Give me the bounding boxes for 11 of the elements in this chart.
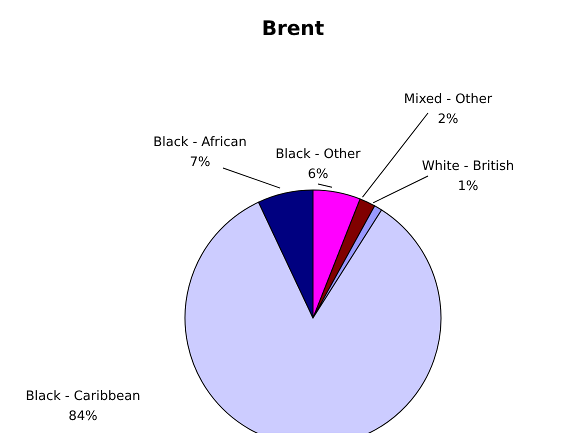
data-label: 84%	[68, 409, 98, 424]
data-label: 1%	[458, 179, 478, 194]
slice-label: Black - African	[153, 135, 247, 150]
data-label: 7%	[190, 155, 210, 170]
slice-label: Black - Caribbean	[26, 389, 140, 404]
data-label: 2%	[438, 112, 458, 127]
slice-label: White - British	[422, 159, 514, 174]
slice-label: Mixed - Other	[404, 92, 493, 107]
slice-label: Black - Other	[275, 147, 362, 162]
data-label: 6%	[308, 167, 328, 182]
chart-title: Brent	[260, 16, 326, 40]
